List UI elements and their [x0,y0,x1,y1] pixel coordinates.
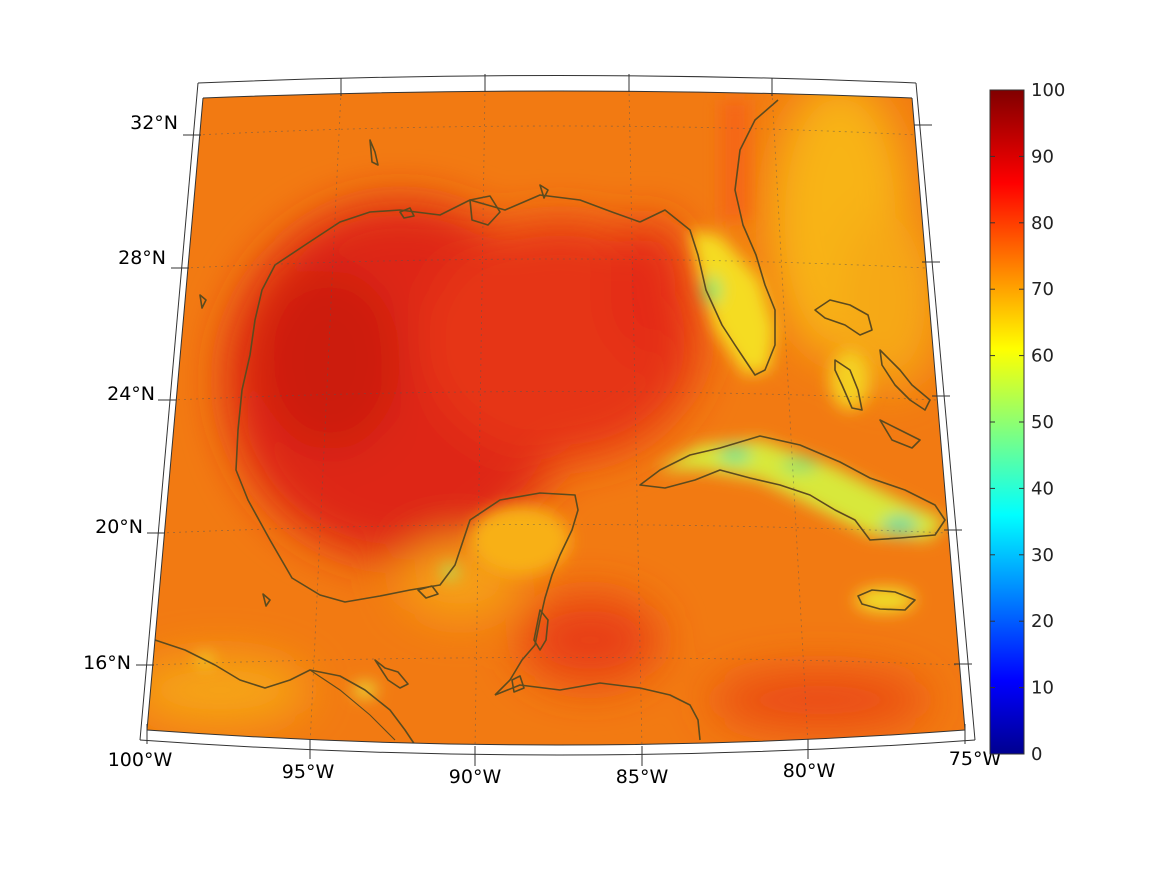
colorbar-tick-label: 70 [1031,279,1054,300]
colorbar-tick-label: 30 [1031,545,1054,566]
colorbar-tick-label: 40 [1031,478,1054,499]
colorbar: 0 10 20 30 40 50 60 70 80 90 100 [989,80,1065,765]
colorbar-tick-label: 80 [1031,213,1054,234]
colorbar-tick-label: 60 [1031,346,1054,367]
colorbar-ticks: 0 10 20 30 40 50 60 70 80 90 100 [990,80,1065,765]
coastlines [154,99,946,745]
lon-label-95w: 95°W [282,761,335,783]
lon-label-75w: 75°W [949,748,1002,770]
graticule [149,91,959,745]
map-frame [139,75,976,756]
lat-label-24n: 24°N [107,383,155,405]
colorbar-gradient [989,89,1025,755]
lon-label-100w: 100°W [108,749,173,771]
lon-label-80w: 80°W [783,760,836,782]
lon-tick-labels: 100°W 95°W 90°W 85°W 80°W 75°W [108,748,1002,788]
lat-label-28n: 28°N [118,247,166,269]
lon-label-85w: 85°W [616,766,669,788]
colorbar-tick-label: 20 [1031,611,1054,632]
lat-label-16n: 16°N [83,652,131,674]
colorbar-tick-label: 0 [1031,744,1042,765]
colorbar-tick-label: 50 [1031,412,1054,433]
lat-label-20n: 20°N [95,516,143,538]
heatmap-field [147,91,965,745]
lat-tick-labels: 32°N 28°N 24°N 20°N 16°N [83,112,178,674]
lat-label-32n: 32°N [130,112,178,134]
axis-ticks [136,74,972,766]
colorbar-tick-label: 90 [1031,146,1054,167]
colorbar-tick-label: 100 [1031,80,1065,101]
colorbar-tick-label: 10 [1031,678,1054,699]
lon-label-90w: 90°W [449,766,502,788]
